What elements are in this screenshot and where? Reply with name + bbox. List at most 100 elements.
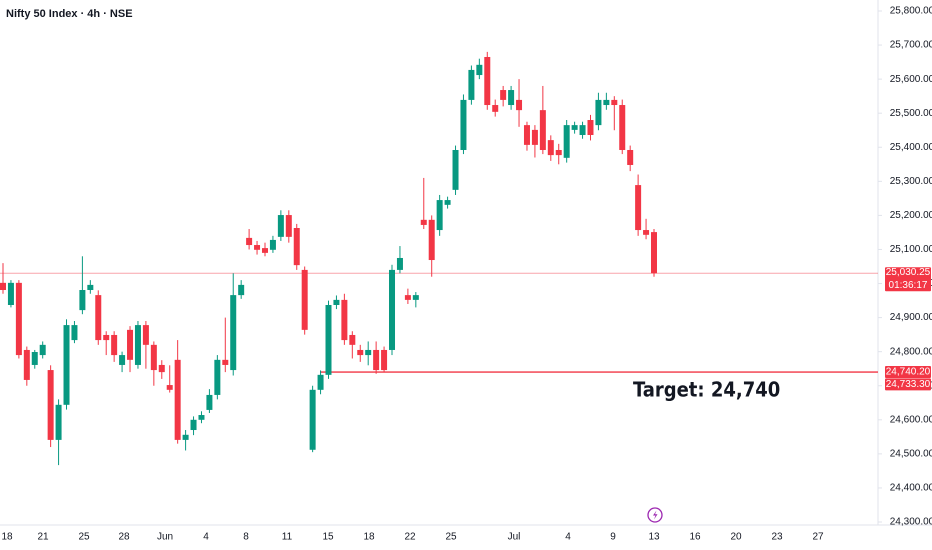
candle xyxy=(579,121,586,139)
y-tick-label: 25,600.00 xyxy=(890,74,932,85)
candle xyxy=(611,96,618,131)
price-tag-label: 25,030.25 xyxy=(886,267,931,278)
candle-body xyxy=(349,334,356,345)
x-tick-label: 18 xyxy=(1,532,13,543)
candle xyxy=(238,280,245,299)
chart-title: Nifty 50 Index · 4h · NSE xyxy=(6,8,133,20)
candle xyxy=(365,341,372,366)
candle xyxy=(476,58,483,80)
candle xyxy=(285,210,292,243)
candle-body xyxy=(404,295,411,300)
candle xyxy=(301,266,308,335)
candle-body xyxy=(341,299,348,341)
candle-body xyxy=(182,434,189,440)
candle xyxy=(412,292,419,308)
candle-body xyxy=(254,245,261,250)
candle-body xyxy=(531,129,538,145)
x-tick-label: 20 xyxy=(730,532,742,543)
y-tick-label: 25,800.00 xyxy=(890,6,932,17)
candle xyxy=(7,280,14,308)
candle-body xyxy=(420,219,427,225)
y-tick-label: 24,300.00 xyxy=(890,517,932,528)
x-tick-label: 18 xyxy=(363,532,375,543)
candle xyxy=(460,94,467,155)
candle xyxy=(269,235,276,253)
candle xyxy=(468,65,475,105)
price-tag xyxy=(885,366,931,379)
x-tick-label: 28 xyxy=(118,532,130,543)
y-tick-label: 24,500.00 xyxy=(890,449,932,460)
x-tick-label: 21 xyxy=(37,532,49,543)
candle-body xyxy=(222,359,229,365)
candle-body xyxy=(55,404,62,440)
replay-icon[interactable] xyxy=(647,507,663,523)
candle xyxy=(516,79,523,127)
candle-body xyxy=(627,149,634,165)
candle xyxy=(492,99,499,117)
candle-body xyxy=(476,64,483,76)
candle xyxy=(635,174,642,236)
candle xyxy=(508,85,515,110)
candle xyxy=(563,120,570,163)
candle xyxy=(134,321,141,369)
candle xyxy=(182,430,189,451)
candle xyxy=(31,349,38,369)
price-tag xyxy=(885,267,931,292)
candle xyxy=(198,411,205,424)
candle-body xyxy=(214,359,221,395)
candle-body xyxy=(23,349,30,380)
price-tag-label: 24,740.20 xyxy=(886,367,931,378)
candle xyxy=(206,389,213,413)
candle xyxy=(293,223,300,270)
candle-body xyxy=(206,394,213,410)
candle-body xyxy=(452,149,459,190)
candle xyxy=(309,385,316,453)
candle-body xyxy=(71,325,78,341)
candle xyxy=(619,99,626,155)
candle xyxy=(15,280,22,359)
x-tick-label: Jul xyxy=(508,532,521,543)
x-tick-label: 4 xyxy=(203,532,209,543)
x-tick-label: 9 xyxy=(610,532,616,543)
candle-body xyxy=(428,219,435,261)
candle-body xyxy=(309,389,316,450)
candle-body xyxy=(63,325,70,405)
candle xyxy=(166,365,173,393)
candle-body xyxy=(436,200,443,231)
icon-bolt xyxy=(653,510,658,520)
candle xyxy=(396,246,403,274)
candle xyxy=(63,319,70,410)
candle-body xyxy=(198,415,205,420)
candle-body xyxy=(39,344,46,356)
candle xyxy=(555,143,562,165)
candle xyxy=(373,341,380,374)
candle-body xyxy=(523,125,530,145)
candle xyxy=(55,399,62,466)
target-annotation: Target: 24,740 xyxy=(633,378,780,402)
candle-body xyxy=(333,299,340,305)
candle xyxy=(436,194,443,236)
x-tick-label: 11 xyxy=(282,532,293,543)
candle-body xyxy=(301,269,308,330)
x-tick-label: 16 xyxy=(689,532,701,543)
x-tick-label: 27 xyxy=(812,532,824,543)
candle-body xyxy=(579,125,586,136)
y-tick-label: 25,100.00 xyxy=(890,244,932,255)
candle-body xyxy=(277,215,284,237)
candle xyxy=(428,215,435,277)
candle-body xyxy=(389,269,396,350)
candle-body xyxy=(261,248,268,253)
candle xyxy=(595,92,602,131)
candle xyxy=(214,355,221,400)
candle xyxy=(39,341,46,359)
candle xyxy=(0,263,6,294)
price-tag-label: 24,733.30 xyxy=(886,379,931,390)
y-tick-label: 25,700.00 xyxy=(890,40,932,51)
candle xyxy=(23,346,30,386)
candle-body xyxy=(611,99,618,106)
candle xyxy=(277,210,284,241)
candle xyxy=(333,295,340,310)
y-tick-label: 25,500.00 xyxy=(890,108,932,119)
candle xyxy=(539,85,546,155)
